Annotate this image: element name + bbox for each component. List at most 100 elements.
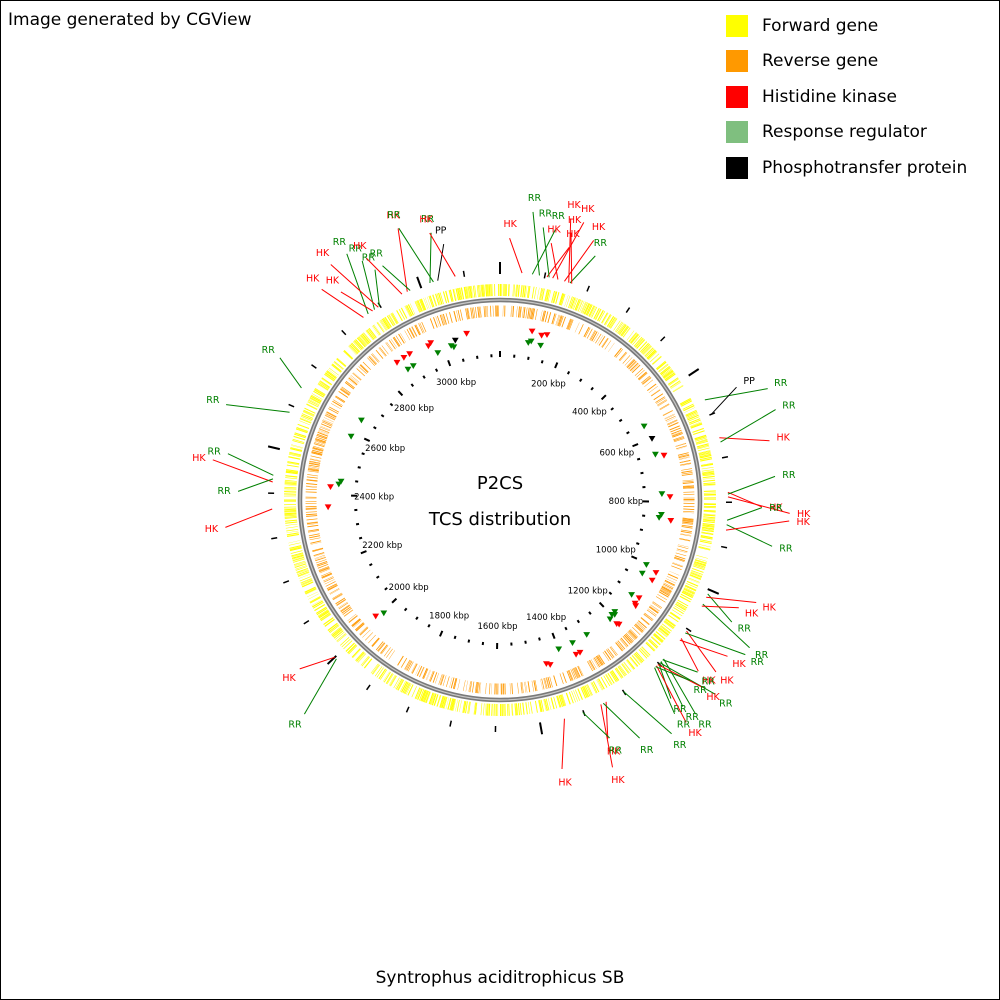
callout-line-rr <box>704 388 768 401</box>
kbp-scale: 200 kbp 400 kbp 600 kbp 800 kbp 1000 kbp 1200… <box>351 351 650 649</box>
tcs-marker-rr <box>404 366 412 373</box>
scale-tick <box>617 580 621 584</box>
callout-line-rr <box>226 404 290 413</box>
reverse-gene <box>398 333 405 344</box>
reverse-gene <box>623 634 633 644</box>
map-title-line1: P2CS <box>477 473 523 494</box>
callout-line-rr <box>602 702 640 739</box>
forward-gene <box>325 372 336 381</box>
callout-line-rr <box>532 211 540 276</box>
forward-gene <box>658 627 669 636</box>
outer-tick <box>311 364 317 369</box>
callout-label-rr: RR <box>207 446 221 457</box>
tcs-marker-hk <box>406 351 413 358</box>
legend-swatch-response-regulator <box>726 121 748 144</box>
forward-gene <box>378 668 387 680</box>
reverse-gene <box>629 629 638 639</box>
scale-tick <box>624 568 629 572</box>
forward-gene <box>683 405 695 412</box>
reverse-gene <box>614 347 622 357</box>
forward-gene <box>665 373 676 382</box>
callout-label-rr: RR <box>370 248 384 259</box>
tcs-marker-rr <box>537 342 544 349</box>
callout-label-pp: PP <box>435 226 447 237</box>
callout-label-rr: RR <box>640 745 654 756</box>
callout-line-rr <box>582 712 610 739</box>
tcs-marker-rr <box>450 344 458 351</box>
outer-marker-ticks <box>267 262 732 735</box>
forward-gene <box>361 333 371 344</box>
tcs-marker-pp <box>648 436 656 442</box>
callout-line-hk <box>225 508 273 528</box>
legend-item-phosphotransfer-protein: Phosphotransfer protein <box>726 150 967 186</box>
outer-tick <box>405 706 410 713</box>
callout-label-hk: HK <box>282 673 296 684</box>
callout-line-hk <box>570 233 573 284</box>
outer-tick <box>660 336 666 342</box>
callout-line-pp <box>710 386 737 415</box>
reverse-gene <box>635 623 644 632</box>
callout-label-rr: RR <box>701 676 715 687</box>
map-title-line2: TCS distribution <box>428 509 571 530</box>
scale-label: 600 kbp <box>599 449 634 459</box>
backbone-ring <box>297 297 703 703</box>
callout-label-rr: RR <box>774 378 788 389</box>
forward-gene <box>611 670 620 681</box>
forward-gene <box>318 611 330 619</box>
scale-tick <box>467 639 471 643</box>
forward-gene <box>324 618 335 627</box>
callout-line-hk <box>330 264 379 308</box>
forward-gene <box>610 670 618 682</box>
outer-tick <box>538 722 544 735</box>
tcs-marker-hk <box>543 332 551 338</box>
forward-gene <box>312 600 324 608</box>
forward-gene <box>638 341 648 351</box>
callout-label-hk: HK <box>504 219 518 230</box>
forward-gene <box>336 358 346 368</box>
forward-gene <box>652 634 663 643</box>
callout-label-rr: RR <box>609 746 623 757</box>
forward-gene <box>644 347 654 357</box>
scale-label: 2400 kbp <box>354 492 394 502</box>
reverse-gene <box>629 362 639 372</box>
reverse-gene <box>354 622 364 631</box>
callout-line-hk <box>656 665 687 723</box>
scale-label: 1600 kbp <box>477 622 517 632</box>
callout-line-hk <box>321 288 364 318</box>
tcs-marker-hk <box>528 328 536 335</box>
forward-gene <box>343 640 353 650</box>
reverse-gene <box>618 351 627 361</box>
reverse-gene <box>615 642 623 652</box>
reverse-gene <box>355 623 365 632</box>
callout-line-rr <box>623 691 672 735</box>
tcs-marker-rr <box>658 512 665 518</box>
forward-gene <box>314 604 326 612</box>
forward-gene <box>681 591 693 599</box>
forward-gene <box>662 369 674 378</box>
forward-gene <box>633 653 643 663</box>
forward-gene <box>345 642 355 652</box>
tcs-marker-rr <box>569 640 576 646</box>
tcs-marker-hk <box>666 494 674 500</box>
tcs-marker-rr <box>652 451 659 458</box>
callout-line-rr <box>542 227 550 278</box>
scale-tick <box>384 587 388 591</box>
legend-label: Histidine kinase <box>762 86 897 107</box>
legend-item-histidine-kinase: Histidine kinase <box>726 79 967 115</box>
callout-label-hk: HK <box>720 676 734 687</box>
callout-label-hk: HK <box>702 675 716 686</box>
reverse-gene <box>397 655 404 666</box>
scale-tick <box>403 607 408 612</box>
legend-item-reverse-gene: Reverse gene <box>726 44 967 80</box>
callout-line-hk <box>509 238 523 274</box>
legend-label: Reverse gene <box>762 51 879 72</box>
reverse-gene <box>351 619 361 627</box>
scale-tick <box>358 536 363 540</box>
callout-label-hk: HK <box>611 775 625 786</box>
scale-tick <box>439 630 444 637</box>
callout-label-rr: RR <box>673 704 687 715</box>
reverse-gene <box>368 356 377 365</box>
tcs-marker-hk <box>635 595 643 602</box>
